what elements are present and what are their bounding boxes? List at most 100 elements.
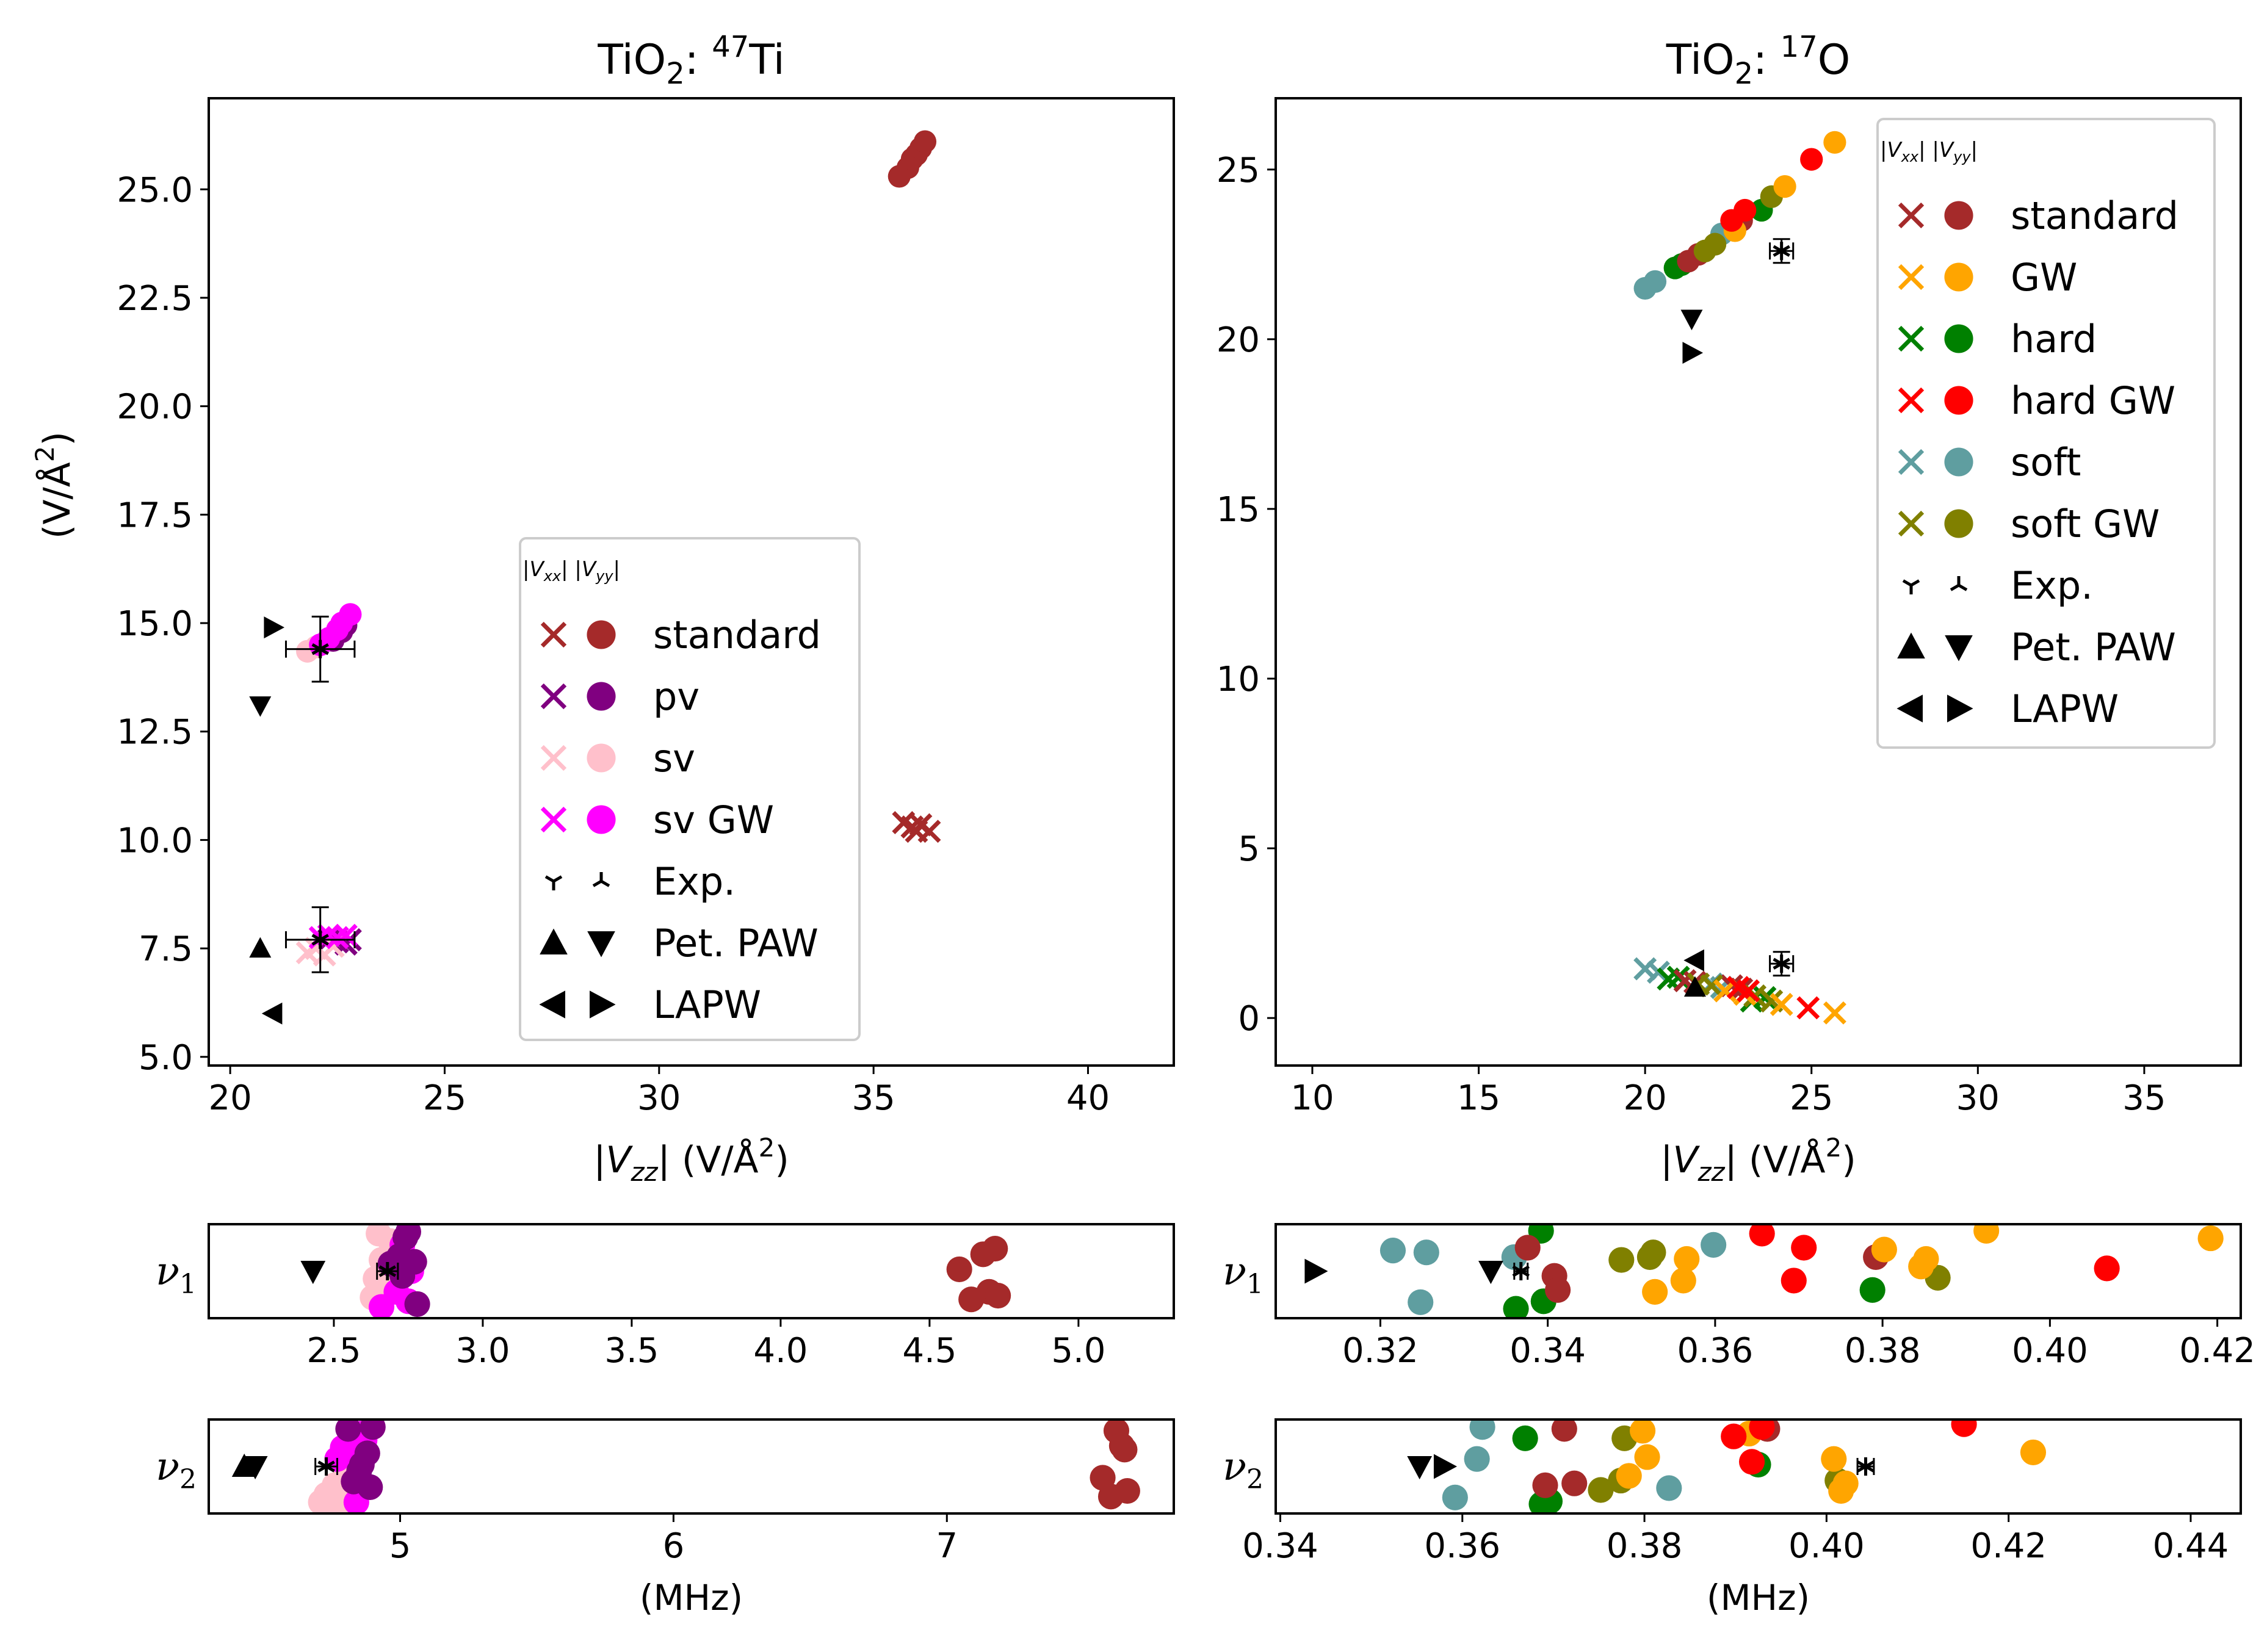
ylabel-superscript: 2	[30, 445, 60, 462]
x-tick-label: 40	[1066, 1078, 1110, 1118]
x-tick-label: 15	[1457, 1078, 1500, 1118]
x-axis-label: |Vzz| (V/Å2)	[1660, 1133, 1856, 1187]
ylabel-part: )	[36, 431, 79, 445]
data-point	[946, 1256, 972, 1282]
series-sv-gw-vyy-	[309, 603, 362, 657]
nu-subscript: 2	[179, 1464, 197, 1495]
data-point	[1951, 1419, 1977, 1437]
nu-label: ν1	[1223, 1249, 1264, 1300]
legend-frame	[519, 537, 861, 1041]
legend-label: sv	[653, 736, 695, 781]
plot-area	[1304, 1224, 2224, 1318]
triangle-right-marker	[264, 616, 284, 639]
data-point	[354, 1440, 380, 1466]
xlabel-subscript: zz	[631, 1157, 659, 1187]
x-tick-label: 0.42	[1970, 1526, 2047, 1566]
xlabel-part: | (V/Å	[658, 1138, 759, 1181]
data-point-cross	[1796, 996, 1820, 1020]
triangle-down-marker	[1945, 635, 1973, 662]
series-hard-gw-vxx-	[1726, 976, 1820, 1020]
data-point-cross	[1898, 387, 1925, 414]
series-pet-paw-up	[249, 937, 272, 958]
legend-label: hard	[2011, 317, 2097, 361]
data-point	[1800, 148, 1823, 171]
x-tick-label: 7	[936, 1526, 958, 1566]
x-tick-label: 0.40	[1788, 1526, 1865, 1566]
x-axis-label: (MHz)	[640, 1577, 743, 1618]
tri-up-marker	[311, 930, 329, 946]
data-point	[587, 805, 616, 834]
data-point-cross	[1898, 202, 1925, 229]
series-soft-gw-vyy-	[1693, 185, 1783, 262]
legend-entry: Pet. PAW	[540, 921, 819, 965]
x-tick-label: 0.34	[1510, 1331, 1586, 1371]
x-axis-label: |Vzz| (V/Å2)	[593, 1133, 789, 1187]
series-lapw-right	[264, 616, 284, 639]
tri-up-marker	[1950, 576, 1968, 591]
series-lapw	[1433, 1454, 1458, 1479]
panel-o-nu2: 0.34 0.36 0.38 0.40 0.42 0.44 ν2 (MHz)	[1223, 1418, 2242, 1618]
panel-title: TiO2: 47Ti	[597, 30, 784, 91]
triangle-down-marker	[300, 1261, 326, 1285]
xlabel-part: )	[1842, 1139, 1856, 1181]
data-point	[1413, 1239, 1439, 1266]
triangle-left-marker	[1896, 694, 1923, 723]
triangle-down-marker	[242, 1456, 268, 1480]
legend-entry: soft GW	[1898, 502, 2160, 546]
legend-label: standard	[653, 613, 821, 657]
xlabel-superscript: 2	[1826, 1133, 1842, 1163]
title-element: Ti	[748, 36, 784, 84]
data-point	[1721, 1423, 1747, 1449]
x-tick-label: 0.44	[2153, 1526, 2229, 1566]
legend-entry: hard	[1898, 317, 2097, 361]
legend-header-part: yy	[1953, 148, 1971, 165]
series-pet-paw	[1478, 1261, 1503, 1285]
panel-title: TiO2: 17O	[1666, 30, 1851, 91]
series-hard-gw	[1721, 1419, 1977, 1475]
title-subscript: 2	[1735, 57, 1754, 91]
data-point	[1859, 1277, 1886, 1303]
data-point	[1469, 1419, 1495, 1440]
data-point	[1114, 1477, 1140, 1504]
data-point	[1734, 198, 1757, 222]
x-tick-label: 0.34	[1242, 1526, 1318, 1566]
legend-header-part: |	[1971, 138, 1978, 162]
legend-label: soft	[2011, 440, 2081, 485]
data-point	[1704, 233, 1727, 256]
experiment-errorbar	[1769, 951, 1795, 977]
series-pet-paw-down	[242, 1456, 268, 1480]
title-subscript: 2	[666, 57, 685, 91]
data-point	[1749, 1419, 1775, 1440]
data-point	[1503, 1296, 1529, 1318]
x-tick-label: 0.32	[1342, 1331, 1419, 1371]
series-pet-paw	[1407, 1456, 1433, 1480]
axes-frame	[208, 1223, 1175, 1319]
data-point	[1616, 1463, 1642, 1489]
data-point	[1944, 447, 1973, 477]
data-point-cross	[1737, 979, 1760, 1003]
data-point	[1642, 1279, 1668, 1305]
y-tick-label: 5.0	[139, 1038, 193, 1078]
x-tick-label: 5.0	[1051, 1331, 1105, 1371]
legend-header-part: yy	[595, 568, 613, 585]
x-tick-label: 20	[1624, 1078, 1667, 1118]
x-tick-label: 30	[637, 1078, 681, 1118]
data-point-cross	[1898, 510, 1925, 537]
legend-label: Pet. PAW	[2011, 625, 2176, 669]
nu-symbol: ν	[156, 1445, 179, 1490]
data-point	[1408, 1289, 1434, 1315]
y-tick-label: 25.0	[117, 170, 193, 210]
series-hard-gw-vyy-	[1720, 148, 1823, 232]
legend-header-part: xx	[1901, 148, 1919, 165]
title-element: O	[1818, 36, 1851, 84]
tri-up-marker	[592, 872, 610, 887]
legend-header-part: |V	[1880, 138, 1903, 162]
legend-entry: LAPW	[539, 983, 761, 1027]
xlabel-part: )	[775, 1139, 789, 1181]
data-point	[1514, 1235, 1541, 1261]
legend: |Vxx| |Vyy| standard pv sv sv GW Exp. Pet. PAW…	[519, 537, 861, 1041]
xlabel-part: | (V/Å	[1725, 1138, 1826, 1181]
series-pv	[335, 1419, 386, 1500]
legend-entry: standard	[540, 613, 821, 657]
